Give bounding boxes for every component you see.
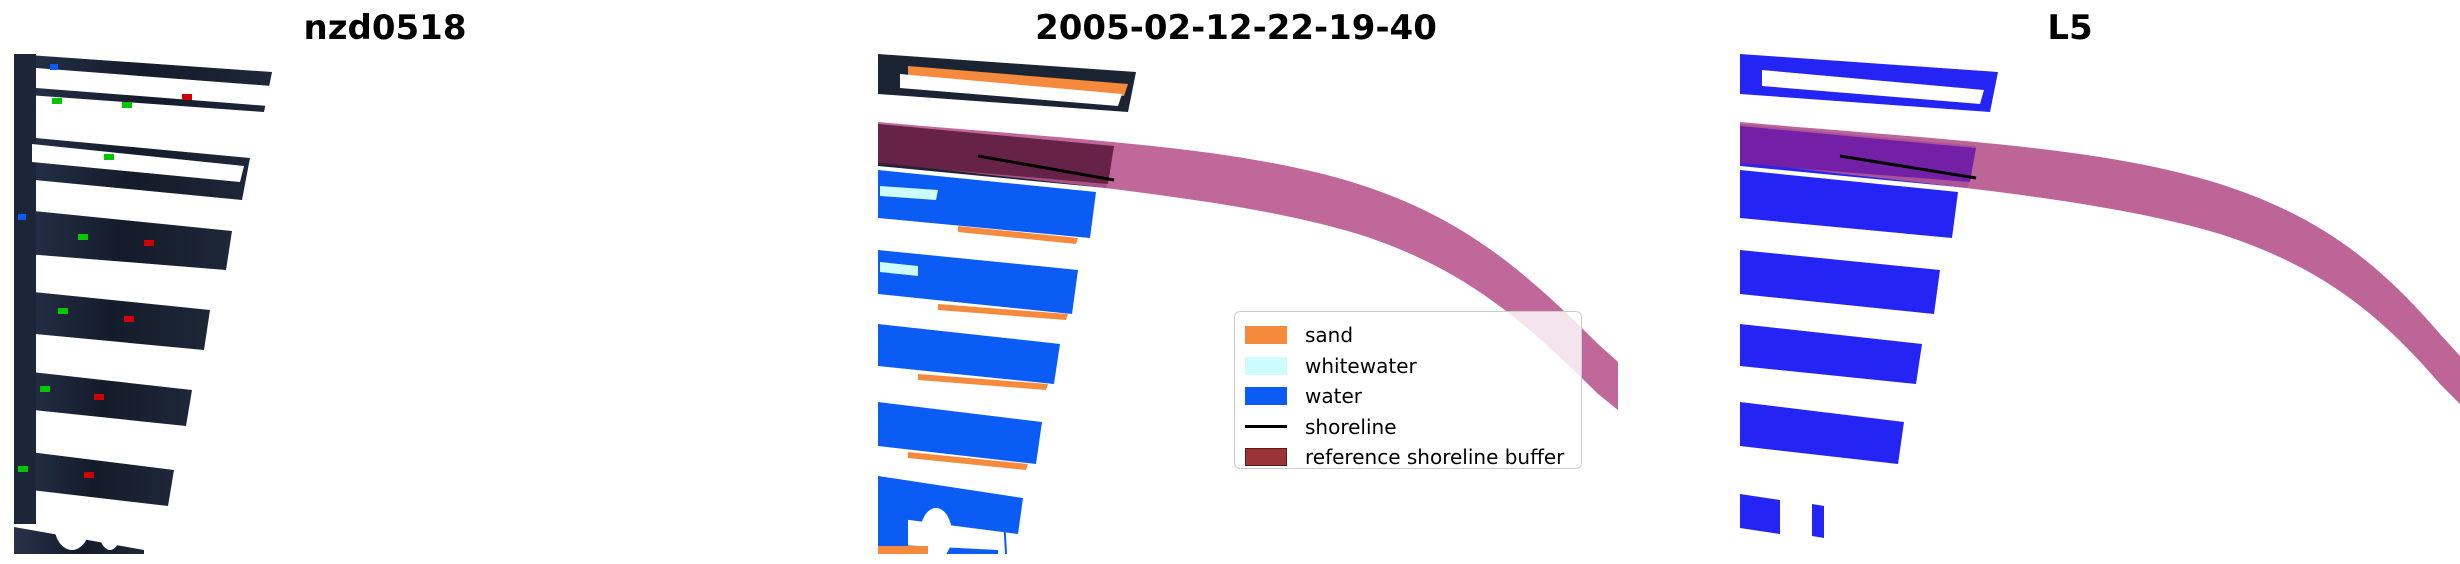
shoreline-line <box>1839 154 1977 180</box>
panel-classification: 2005-02-12-22-19-40 <box>860 0 1620 564</box>
legend-label: reference shoreline buffer <box>1305 445 1565 470</box>
l5-canvas <box>1740 54 2460 554</box>
legend: sand whitewater water shoreline referenc… <box>1234 311 1582 469</box>
legend-item-whitewater: whitewater <box>1245 351 1571 382</box>
panel-l5: L5 <box>1720 0 2460 564</box>
imagery-canvas <box>14 54 274 554</box>
satellite-image <box>14 54 272 554</box>
legend-label: water <box>1305 384 1362 409</box>
legend-label: sand <box>1305 323 1354 348</box>
panel-imagery: nzd0518 <box>0 0 760 564</box>
legend-item-sand: sand <box>1245 320 1571 351</box>
whitewater-swatch <box>1245 356 1287 375</box>
l5-image <box>1740 54 2460 538</box>
reference-buffer-swatch <box>1245 448 1287 467</box>
water-swatch <box>1245 387 1287 406</box>
shoreline-line <box>977 154 1115 182</box>
legend-item-shoreline: shoreline <box>1245 412 1571 443</box>
shoreline-swatch <box>1245 425 1287 429</box>
legend-label: shoreline <box>1305 414 1397 439</box>
legend-item-water: water <box>1245 381 1571 412</box>
panel-title: 2005-02-12-22-19-40 <box>1035 8 1437 48</box>
panel-title: nzd0518 <box>303 8 467 48</box>
legend-label: whitewater <box>1305 353 1417 378</box>
panel-title: L5 <box>2047 8 2093 48</box>
sand-swatch <box>1245 326 1287 345</box>
classified-image <box>878 54 1618 554</box>
classification-canvas <box>878 54 1618 554</box>
legend-item-reference-buffer: reference shoreline buffer <box>1245 442 1571 473</box>
